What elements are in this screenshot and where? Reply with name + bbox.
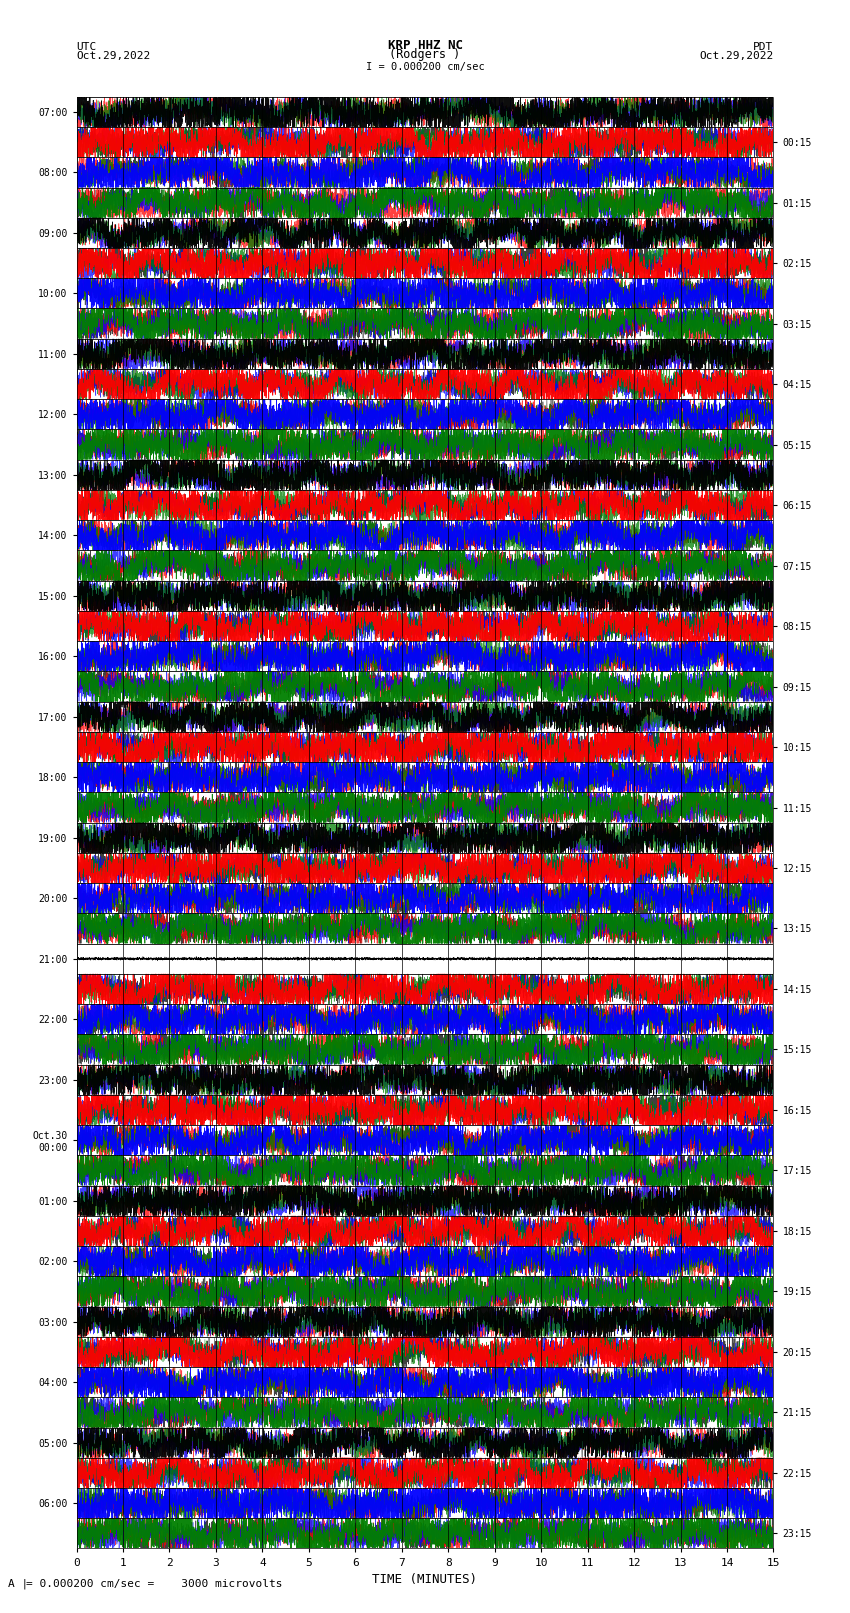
Text: Oct.29,2022: Oct.29,2022 (700, 52, 774, 61)
Text: = 0.000200 cm/sec =    3000 microvolts: = 0.000200 cm/sec = 3000 microvolts (26, 1579, 282, 1589)
Text: Oct.29,2022: Oct.29,2022 (76, 52, 150, 61)
Text: A |: A | (8, 1579, 29, 1589)
Text: (Rodgers ): (Rodgers ) (389, 48, 461, 61)
Bar (76, 944, 774, 974)
X-axis label: TIME (MINUTES): TIME (MINUTES) (372, 1573, 478, 1586)
Text: I = 0.000200 cm/sec: I = 0.000200 cm/sec (366, 61, 484, 71)
Text: UTC: UTC (76, 42, 97, 52)
Text: KRP HHZ NC: KRP HHZ NC (388, 39, 462, 52)
Text: PDT: PDT (753, 42, 774, 52)
